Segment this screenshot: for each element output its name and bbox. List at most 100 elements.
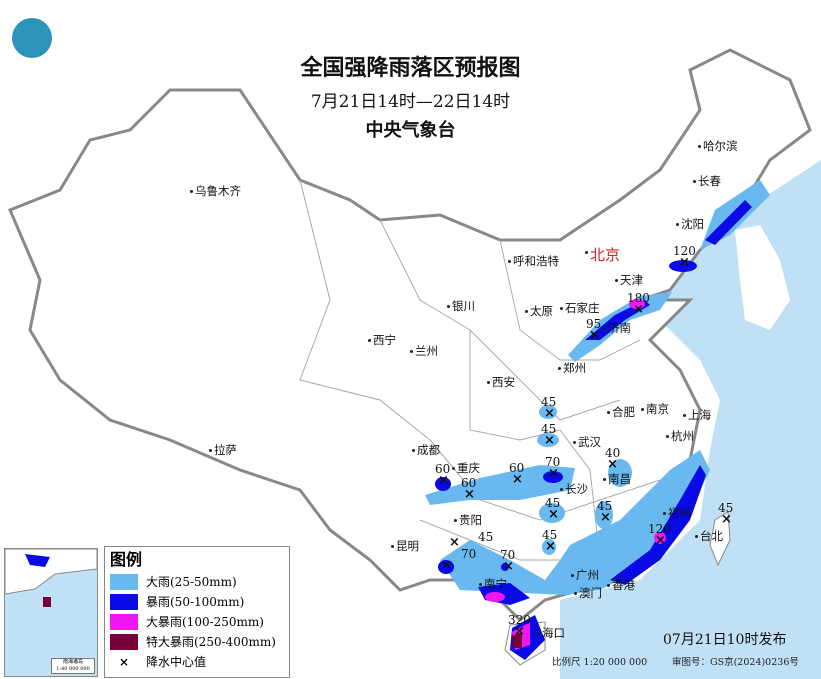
rain-center-x-icon: × <box>449 535 460 550</box>
rain-center-x-icon: × <box>600 510 611 525</box>
city-label: 台北 <box>695 529 723 543</box>
city-label: 南宁 <box>479 577 507 591</box>
city-label: 西宁 <box>368 333 396 347</box>
forecast-period: 7月21日14时—22日14时 <box>310 92 511 112</box>
city-label: 武汉 <box>573 435 601 449</box>
rain-storm-north <box>585 300 650 340</box>
legend-label: 大暴雨(100-250mm) <box>146 615 264 629</box>
rain-torrential-gx <box>485 592 505 602</box>
rain-center-x-icon: × <box>548 466 559 481</box>
rain-center-x-icon: × <box>464 487 475 502</box>
legend-item-heavy-rain: 大雨(25-50mm) <box>110 572 289 592</box>
legend-item-extreme-rainstorm: 特大暴雨(250-400mm) <box>110 632 289 652</box>
rain-center-value: 45 <box>541 395 557 409</box>
rain-center-value: 45 <box>542 528 558 542</box>
city-label: 太原 <box>525 304 553 318</box>
city-label: 上海 <box>683 408 711 422</box>
legend: 图例 大雨(25-50mm) 暴雨(50-100mm) 大暴雨(100-250m… <box>104 546 290 678</box>
legend-item-center-value: × 降水中心值 <box>110 652 289 672</box>
map-scale: 比例尺 1:20 000 000 <box>552 657 648 668</box>
rain-heavy-hunan <box>539 503 565 523</box>
city-label: 成都 <box>412 443 440 457</box>
rain-extreme-hainan <box>512 632 522 648</box>
city-label: 呼和浩特 <box>508 254 559 268</box>
rain-storm-ne <box>705 200 752 245</box>
x-mark-icon: × <box>118 655 130 669</box>
issuer: 中央气象台 <box>365 120 456 141</box>
city-label: 南京 <box>641 402 669 416</box>
city-label: 重庆 <box>452 461 480 475</box>
city-label: 长沙 <box>560 482 588 496</box>
rain-center-value: 45 <box>597 499 613 513</box>
city-label: 澳门 <box>574 586 602 600</box>
rain-center-x-icon: × <box>721 512 732 527</box>
legend-label: 暴雨(50-100mm) <box>146 595 245 609</box>
rain-center-value: 95 <box>586 317 602 331</box>
inset-map <box>5 549 97 607</box>
rain-center-value: 40 <box>605 446 621 460</box>
legend-label: 大雨(25-50mm) <box>146 575 237 589</box>
rain-center-x-icon: × <box>545 539 556 554</box>
city-label: 哈尔滨 <box>698 139 738 153</box>
rain-center-x-icon: × <box>503 559 514 574</box>
city-label: 合肥 <box>607 405 635 419</box>
city-label: 长春 <box>693 174 721 188</box>
city-label: 海口 <box>537 626 565 640</box>
city-label: 广州 <box>571 568 599 582</box>
rain-heavy-jx2 <box>595 501 613 529</box>
south-china-sea-inset: 南海诸岛 1:40 000 000 <box>4 548 98 677</box>
city-label: 拉萨 <box>209 443 237 457</box>
city-label: 杭州 <box>666 429 694 443</box>
city-label: 济南 <box>603 321 631 335</box>
rain-center-x-icon: × <box>514 624 525 639</box>
rain-center-x-icon: × <box>544 433 555 448</box>
rain-heavy-sw <box>425 465 575 505</box>
approval-number: 审图号：GS京(2024)0236号 <box>672 657 799 668</box>
city-label: 郑州 <box>558 361 586 375</box>
rain-center-x-icon: × <box>544 406 555 421</box>
legend-swatch <box>110 614 138 630</box>
legend-item-heavy-rainstorm: 大暴雨(100-250mm) <box>110 612 289 632</box>
legend-item-rainstorm: 暴雨(50-100mm) <box>110 592 289 612</box>
rain-center-value: 60 <box>435 462 451 476</box>
legend-title: 图例 <box>110 550 143 569</box>
publish-time: 07月21日10时发布 <box>663 632 787 648</box>
city-label: 天津 <box>615 273 643 287</box>
city-label: 香港 <box>607 578 635 592</box>
city-label-capital: 北京 <box>584 246 621 264</box>
rain-center-value: 70 <box>500 548 516 562</box>
city-label: 石家庄 <box>560 301 600 315</box>
inset-scale: 1:40 000 000 <box>56 666 90 672</box>
rain-center-value: 45 <box>541 422 557 436</box>
city-label: 南昌 <box>603 472 631 486</box>
cma-logo <box>12 18 52 58</box>
rain-areas <box>425 180 770 660</box>
city-label: 兰州 <box>410 344 438 358</box>
rain-center-x-icon: × <box>512 472 523 487</box>
rain-center-x-icon: × <box>438 473 449 488</box>
rain-torrential-fujian <box>654 532 666 544</box>
rain-center-x-icon: × <box>633 302 644 317</box>
city-label: 银川 <box>447 299 475 313</box>
rain-center-value: 180 <box>627 291 650 305</box>
city-label: 贵阳 <box>454 513 482 527</box>
city-label: 乌鲁木齐 <box>190 184 241 198</box>
rain-center-x-icon: × <box>441 558 452 573</box>
rain-heavy-hubei2 <box>537 433 559 447</box>
legend-swatch <box>110 634 138 650</box>
province-borders <box>299 179 661 561</box>
legend-swatch <box>110 574 138 590</box>
map-title: 全国强降雨落区预报图 <box>300 55 521 81</box>
rain-storm-yn1 <box>438 560 454 574</box>
rain-heavy-jiangxi <box>608 459 632 487</box>
rain-center-value: 60 <box>509 461 525 475</box>
city-label: 昆明 <box>391 539 419 553</box>
korean-peninsula <box>735 225 790 330</box>
rain-heavy-north <box>568 292 672 362</box>
legend-swatch <box>110 594 138 610</box>
rain-center-value: 45 <box>545 496 561 510</box>
rain-heavy-hubei1 <box>539 405 557 419</box>
rain-center-x-icon: × <box>607 457 618 472</box>
rain-center-value: 45 <box>478 530 494 544</box>
